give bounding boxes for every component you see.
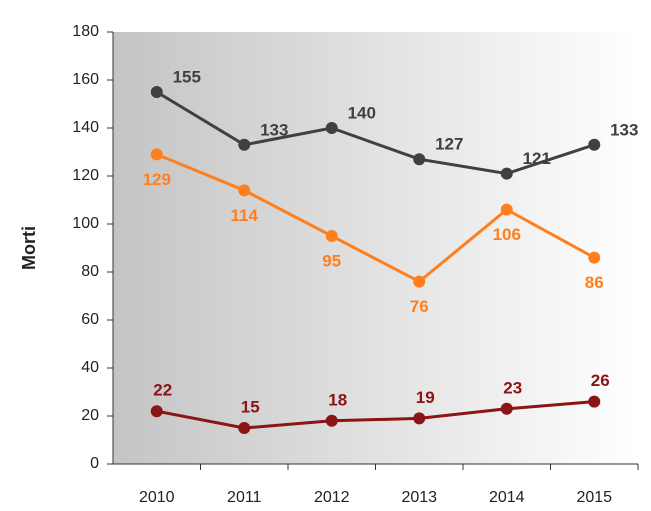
data-label: 129 [143,170,171,189]
point [413,275,426,288]
data-label: 76 [410,297,429,316]
x-tick-label: 2014 [489,489,525,506]
point [238,138,251,151]
y-tick-label: 120 [72,167,99,184]
point [150,148,163,161]
x-tick-label: 2015 [576,489,612,506]
data-label: 133 [610,120,638,139]
series-line [156,400,595,430]
data-label: 140 [348,103,376,122]
y-tick-label: 60 [81,311,99,328]
point [500,167,513,180]
point [500,402,513,415]
y-axis-label: Morti [19,226,39,270]
data-label: 133 [260,120,288,139]
point [238,184,251,197]
y-tick-label: 140 [72,119,99,136]
y-tick-label: 0 [90,455,99,472]
point [413,153,426,166]
point [500,203,513,216]
point [588,138,601,151]
point [588,395,601,408]
x-tick-label: 2010 [139,489,175,506]
data-label: 19 [416,388,435,407]
data-label: 23 [503,378,522,397]
y-tick-label: 20 [81,407,99,424]
data-label: 95 [322,251,341,270]
data-label: 114 [231,206,259,225]
point [325,414,338,427]
point [238,422,251,434]
x-tick-label: 2012 [314,489,350,506]
y-tick-label: 100 [72,215,99,232]
data-label: 155 [173,67,201,86]
y-tick-label: 180 [72,23,99,40]
data-label: 26 [591,371,610,390]
series-line [156,153,595,284]
data-label: 106 [493,225,521,244]
point [150,405,163,418]
point [413,412,426,425]
point [150,86,163,98]
y-tick-label: 160 [72,71,99,88]
data-label: 86 [585,273,604,292]
point [325,122,338,134]
data-label: 121 [523,149,551,168]
plot-area [113,32,638,464]
point [588,251,601,264]
y-tick-label: 40 [81,359,99,376]
data-label: 18 [328,390,347,409]
data-label: 15 [241,397,260,416]
series-line [155,90,595,176]
x-tick-label: 2011 [227,489,262,506]
x-tick-label: 2013 [401,489,437,506]
point [325,230,338,242]
data-label: 127 [435,135,463,154]
y-tick-label: 80 [81,263,99,280]
data-label: 22 [153,381,172,400]
